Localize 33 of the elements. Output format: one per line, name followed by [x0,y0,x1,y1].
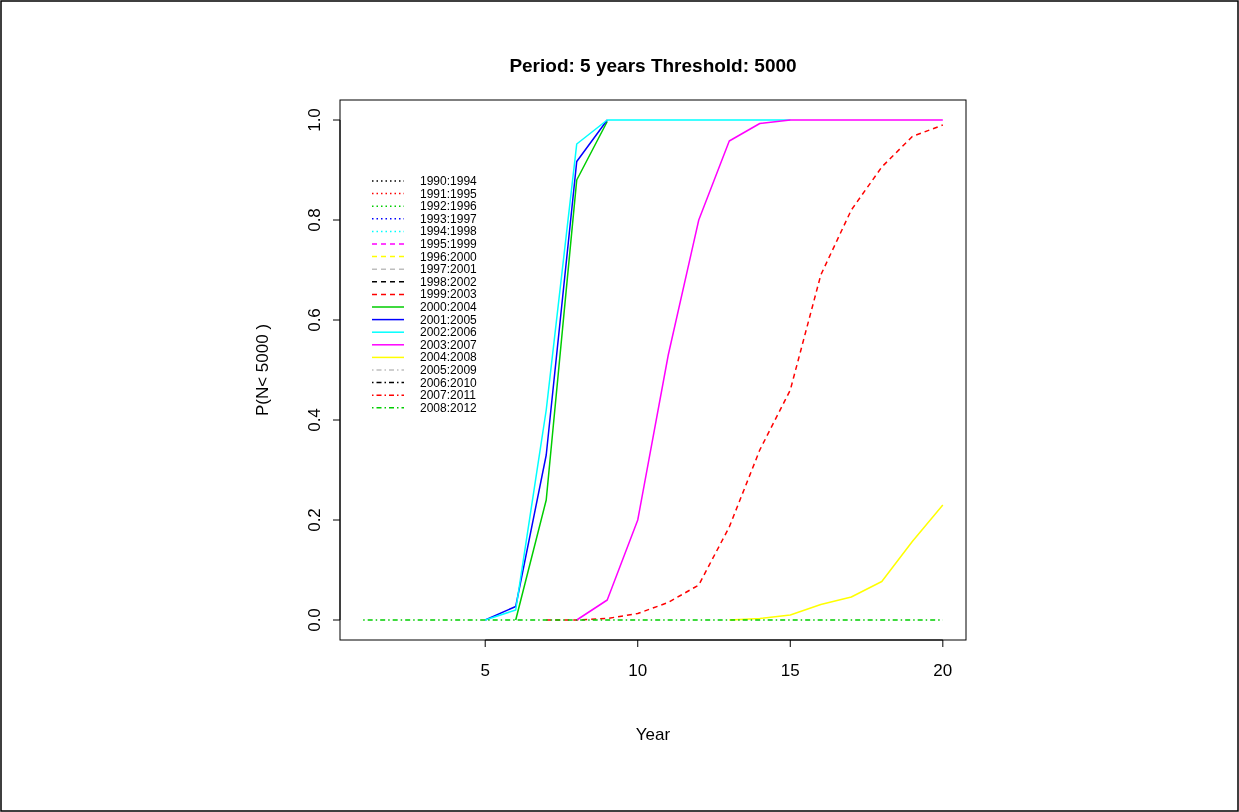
y-tick-label: 0.8 [305,208,324,232]
x-tick-label: 5 [480,661,490,680]
line-series [728,504,944,621]
legend-label: 1997:2001 [420,262,478,277]
legend-label: 1990:1994 [420,174,478,188]
y-tick-label: 1.0 [305,108,324,132]
legend-label: 1996:2000 [420,249,478,264]
legend-label: 2004:2008 [420,350,478,365]
legend-label: 1992:1996 [420,199,478,214]
legend-label: 1995:1999 [420,237,478,251]
legend-label: 1999:2003 [420,287,478,302]
legend-label: 2000:2004 [420,300,478,314]
legend-label: 2002:2006 [420,325,478,340]
y-tick-label: 0.2 [305,508,324,532]
y-tick-label: 0.4 [305,408,324,432]
legend-label: 2005:2009 [420,363,478,377]
legend-label: 2008:2012 [420,400,478,415]
y-axis-title: P(N< 5000 ) [253,323,272,417]
x-tick-label: 20 [933,661,953,680]
legend-label: 2001:2005 [420,312,478,327]
legend-label: 2007:2011 [420,388,477,403]
chart-title: Period: 5 years Threshold: 5000 [509,55,797,76]
legend-label: 1998:2002 [420,274,478,289]
legend-label: 1991:1995 [420,186,478,201]
y-tick-label: 0.6 [305,308,324,332]
x-axis-title: Year [635,725,671,744]
x-tick-label: 10 [628,661,648,680]
legend-label: 2003:2007 [420,337,478,352]
y-tick-label: 0.0 [305,608,324,632]
legend-label: 2006:2010 [420,375,478,390]
legend-label: 1993:1997 [420,211,478,226]
x-tick-label: 15 [780,661,800,680]
legend-label: 1994:1998 [420,224,478,239]
